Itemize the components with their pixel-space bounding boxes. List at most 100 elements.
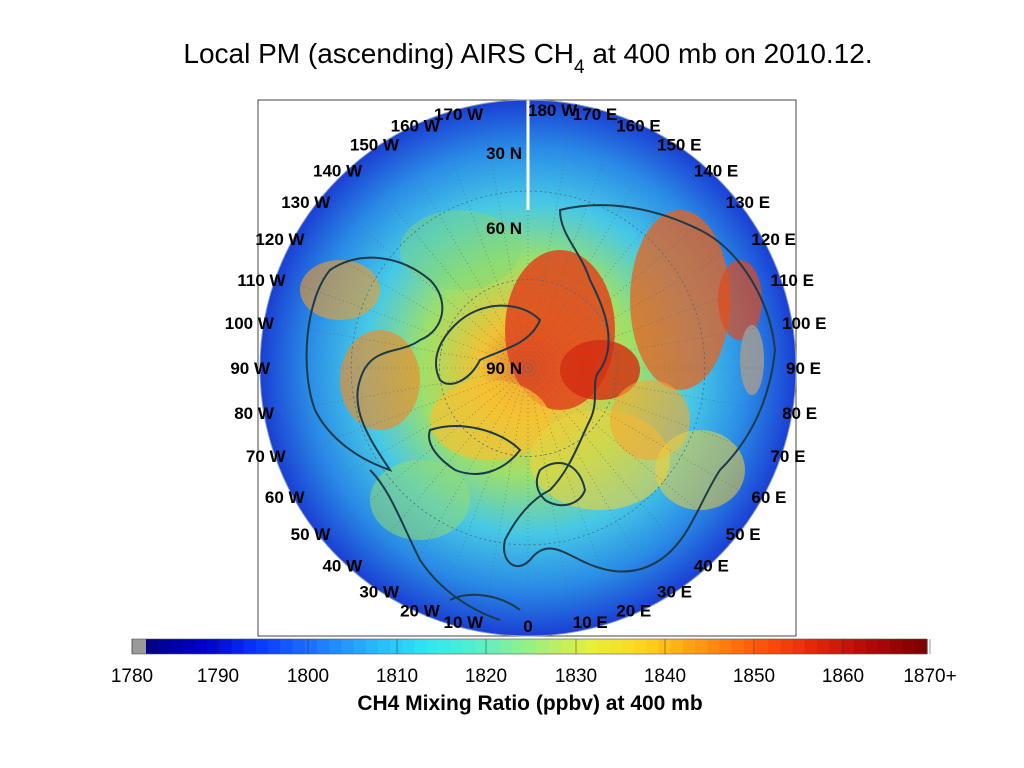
colorbar-segment: [731, 639, 745, 654]
longitude-label: 10 W: [444, 613, 485, 632]
longitude-label: 0: [523, 617, 532, 636]
colorbar-segment: [219, 639, 233, 654]
colorbar-segment: [182, 639, 196, 654]
colorbar-segment: [365, 639, 379, 654]
colorbar-segment: [792, 639, 806, 654]
meridian-line: [481, 367, 529, 632]
meridian-line: [355, 162, 529, 369]
longitude-label: 150 E: [657, 136, 701, 155]
colorbar-segment: [878, 639, 891, 654]
longitude-label: 60 W: [265, 488, 306, 507]
meridian-line: [527, 367, 575, 632]
colorbar-tick-label: 1800: [286, 666, 330, 687]
coastline: [449, 593, 521, 611]
colorbar-segment: [609, 639, 623, 654]
meridian-line: [527, 135, 663, 369]
colorbar-segment: [682, 639, 696, 654]
longitude-label: 50 W: [291, 525, 332, 544]
colorbar-segment: [402, 639, 416, 654]
longitude-label: 20 E: [616, 601, 651, 620]
meridian-line: [264, 321, 529, 369]
colorbar-segment: [487, 639, 501, 654]
meridian-line: [527, 367, 620, 620]
coastline: [369, 469, 501, 621]
colorbar-segment: [512, 639, 525, 654]
longitude-label: 10 E: [573, 613, 608, 632]
meridian-line: [527, 367, 761, 503]
longitude-label: 70 E: [770, 447, 805, 466]
meridian-line: [322, 367, 529, 541]
colorbar-segment: [573, 639, 586, 654]
latitude-label: 90 N: [486, 359, 522, 378]
longitude-label: 150 W: [350, 136, 400, 155]
meridian-line: [276, 276, 529, 369]
title-subscript: 4: [574, 57, 585, 78]
colorbar-tick-label: 1810: [375, 666, 419, 687]
data-blob: [430, 380, 550, 460]
colorbar-segment: [536, 639, 550, 654]
meridian-line: [527, 162, 701, 369]
colorbar-segment: [719, 639, 733, 654]
colorbar-tick-label: 1870+: [903, 666, 957, 687]
longitude-label: 110 E: [770, 271, 814, 290]
colorbar-segment: [707, 639, 721, 654]
meridian-line: [527, 367, 734, 541]
colorbar-segment: [475, 639, 489, 654]
longitude-label: 110 W: [237, 271, 286, 290]
colorbar-segment: [743, 639, 757, 654]
colorbar-segment: [865, 639, 879, 654]
meridian-line: [527, 276, 780, 369]
title-suffix: at 400 mb on 2010.12.: [584, 38, 873, 69]
coastline: [503, 204, 777, 573]
longitude-label: 80 W: [234, 404, 275, 423]
colorbar-tick-label: 1820: [464, 666, 508, 687]
colorbar-segment: [280, 639, 294, 654]
meridian-line: [527, 367, 780, 460]
colorbar-segment: [316, 639, 330, 654]
longitude-labels: 0 10 E 20 E 30 E40 E 50 E 60 E 70 E 80 E 90 E 100…: [225, 101, 827, 636]
longitude-label: 140 E: [694, 161, 738, 180]
meridian-line: [393, 367, 529, 601]
colorbar-segment: [499, 639, 513, 654]
colorbar-tick-label: 1790: [196, 666, 240, 687]
longitude-label: 60 E: [751, 488, 786, 507]
colorbar-segment: [890, 639, 904, 654]
meridian-line: [527, 367, 663, 601]
longitude-label: 90 E: [786, 359, 821, 378]
colorbar-segment: [170, 639, 184, 654]
coastline: [435, 304, 542, 385]
colorbar-tick-label: 1780: [110, 666, 154, 687]
colorbar-segment: [390, 639, 403, 654]
colorbar-title: CH4 Mixing Ratio (ppbv) at 400 mb: [357, 692, 703, 715]
colorbar-segment: [634, 639, 647, 654]
colorbar-segment: [646, 639, 660, 654]
colorbar-segment: [560, 639, 574, 654]
colorbar-segment: [292, 639, 306, 654]
data-blob: [370, 460, 470, 540]
longitude-label: 170 E: [573, 105, 617, 124]
longitude-label: 20 W: [400, 601, 441, 620]
longitude-label: 160 W: [391, 117, 441, 136]
colorbar-segment: [914, 639, 928, 654]
colorbar-segment: [902, 639, 916, 654]
longitude-label: 160 E: [616, 117, 660, 136]
meridian-line: [436, 116, 529, 369]
latitude-label: 30 N: [486, 144, 522, 163]
colorbar-segment: [524, 639, 538, 654]
meridian-line: [295, 233, 529, 369]
data-blob: [655, 430, 745, 510]
data-blob: [610, 380, 690, 460]
colorbar-segment: [463, 639, 477, 654]
colorbar-segment: [597, 639, 611, 654]
colorbar-segment: [451, 639, 464, 654]
longitude-label: 100 E: [782, 314, 826, 333]
longitude-label: 140 W: [313, 161, 363, 180]
longitude-label: 40 W: [322, 557, 363, 576]
meridian-line: [481, 104, 529, 369]
longitude-label: 70 W: [246, 447, 287, 466]
colorbar-segment: [304, 639, 318, 654]
colorbar-segment: [585, 639, 599, 654]
colorbar-segment: [243, 639, 257, 654]
colorbar-segment: [341, 639, 355, 654]
